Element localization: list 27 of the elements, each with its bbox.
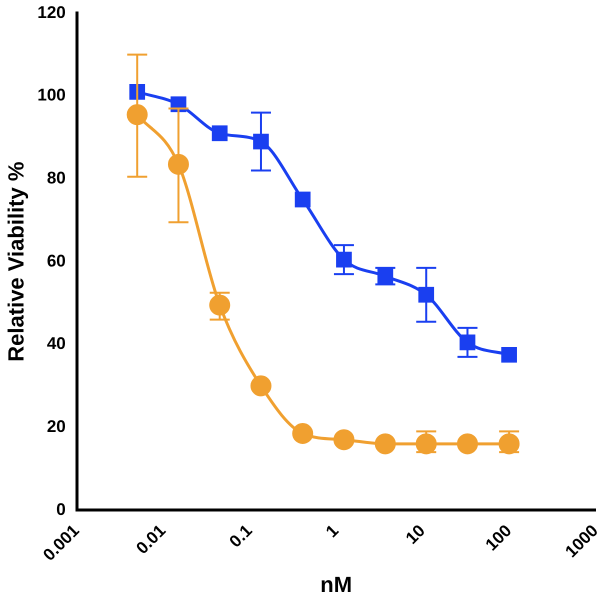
x-tick-label: 0.1 <box>226 521 256 552</box>
point <box>253 134 269 150</box>
y-tick-label: 100 <box>37 86 66 105</box>
point <box>294 192 311 208</box>
y-tick-label: 40 <box>46 334 66 354</box>
x-axis-title: nM <box>320 572 352 597</box>
point <box>336 252 352 268</box>
point <box>250 375 272 396</box>
x-tick-label: 0.01 <box>132 521 170 558</box>
point <box>374 433 396 454</box>
point <box>292 422 314 444</box>
x-tick-label: 1 <box>322 521 342 542</box>
y-axis-title: Relative Viability % <box>3 162 28 362</box>
x-tick-label: 100 <box>482 521 516 555</box>
y-tick-label: 20 <box>46 416 66 436</box>
point <box>333 429 354 450</box>
point <box>168 154 189 175</box>
y-tick-label: 120 <box>37 2 66 22</box>
y-tick-label: 0 <box>56 500 66 519</box>
y-tick-label: 60 <box>46 251 66 270</box>
x-tick-label: 10 <box>402 521 429 548</box>
point <box>212 125 228 142</box>
point <box>209 294 230 316</box>
y-tick-label: 80 <box>46 168 66 188</box>
point <box>501 346 517 363</box>
point <box>460 334 476 350</box>
point <box>456 433 478 454</box>
